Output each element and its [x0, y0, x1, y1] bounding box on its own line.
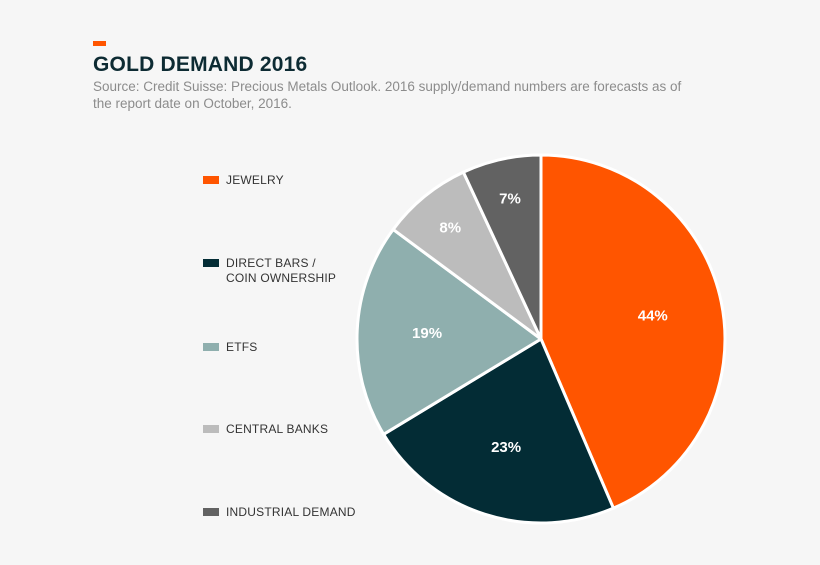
- title-accent-bar: [93, 41, 106, 46]
- pie-slice-4: [461, 153, 543, 341]
- legend-swatch: [203, 508, 219, 516]
- legend-swatch: [203, 259, 219, 267]
- slice-data-label-1: 23%: [491, 439, 521, 456]
- legend-label: CENTRAL BANKS: [226, 422, 329, 436]
- chart-subtitle: Source: Credit Suisse: Precious Metals O…: [93, 79, 682, 111]
- legend-item-1: DIRECT BARS / COIN OWNERSHIP: [203, 256, 336, 286]
- legend-swatch: [203, 176, 219, 184]
- slice-data-label-0: 44%: [638, 308, 668, 325]
- legend-swatch: [203, 425, 219, 433]
- legend-label: INDUSTRIAL DEMAND: [226, 505, 356, 519]
- legend-item-4: INDUSTRIAL DEMAND: [203, 505, 356, 520]
- slice-data-label-2: 19%: [412, 325, 442, 342]
- legend-swatch: [203, 343, 219, 351]
- pie-slice-0: [539, 153, 727, 510]
- legend-label: JEWELRY: [226, 173, 284, 187]
- legend-item-3: CENTRAL BANKS: [203, 422, 328, 437]
- slice-data-label-4: 7%: [499, 190, 521, 207]
- legend-label: DIRECT BARS / COIN OWNERSHIP: [226, 256, 337, 285]
- legend-item-0: JEWELRY: [203, 173, 284, 188]
- legend-label: ETFS: [226, 340, 258, 354]
- slice-data-label-3: 8%: [439, 219, 461, 236]
- pie-slice-2: [355, 227, 543, 436]
- legend-item-2: ETFS: [203, 340, 257, 355]
- pie-slice-3: [391, 170, 543, 341]
- chart-legend: JEWELRY DIRECT BARS / COIN OWNERSHIP ETFS C…: [203, 0, 403, 565]
- pie-slice-1: [382, 337, 615, 525]
- chart-title: GOLD DEMAND 2016: [93, 53, 308, 76]
